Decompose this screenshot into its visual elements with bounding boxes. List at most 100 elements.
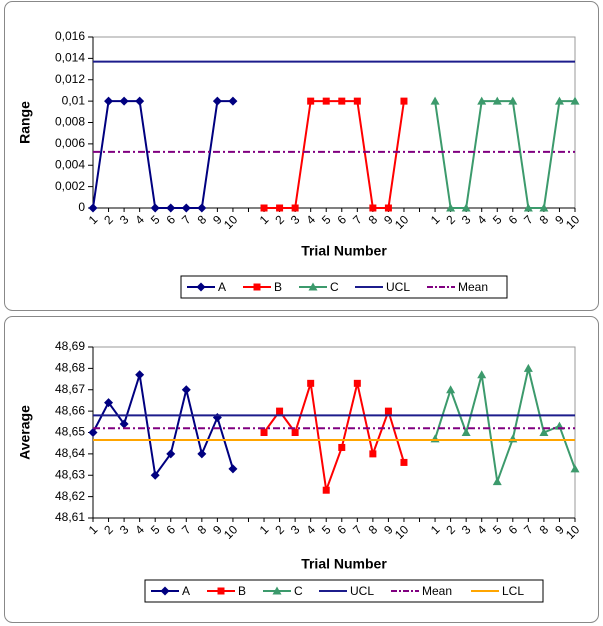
legend <box>180 275 508 299</box>
marker <box>119 96 129 106</box>
y-axis-title: Average <box>17 405 33 460</box>
marker <box>508 96 518 105</box>
legend-label: B <box>274 280 282 294</box>
marker <box>523 203 533 212</box>
marker <box>135 96 145 106</box>
marker <box>539 203 549 212</box>
marker <box>272 586 282 595</box>
marker <box>228 464 238 474</box>
marker <box>181 385 191 395</box>
legend-label: UCL <box>350 584 374 598</box>
marker <box>212 96 222 106</box>
marker <box>181 203 191 213</box>
y-tick-label: 48,65 <box>55 425 85 439</box>
legend-label: B <box>238 584 246 598</box>
marker <box>253 283 261 291</box>
marker <box>400 458 408 466</box>
marker <box>353 97 361 105</box>
legend-label: UCL <box>386 280 410 294</box>
marker <box>384 204 392 212</box>
legend-label: LCL <box>502 584 524 598</box>
series-line <box>434 100 575 209</box>
marker <box>446 203 456 212</box>
series-line <box>92 374 234 478</box>
y-axis-title: Range <box>17 101 33 144</box>
y-tick-label: 0,008 <box>55 115 85 129</box>
marker <box>276 204 284 212</box>
marker <box>570 96 580 105</box>
marker <box>353 379 361 387</box>
legend-label: Mean <box>458 280 488 294</box>
marker <box>197 203 207 213</box>
y-tick-label: 48,61 <box>55 510 85 524</box>
series-line <box>434 368 576 483</box>
marker <box>260 204 268 212</box>
y-tick-label: 48,63 <box>55 467 85 481</box>
marker <box>228 96 238 106</box>
y-tick-label: 48,68 <box>55 361 85 375</box>
marker <box>150 470 160 480</box>
marker <box>492 96 502 105</box>
y-tick-label: 0,006 <box>55 136 85 150</box>
y-tick-label: 0,002 <box>55 179 85 193</box>
marker <box>570 464 580 473</box>
marker <box>291 204 299 212</box>
y-tick-label: 48,67 <box>55 382 85 396</box>
series-line <box>92 100 233 209</box>
y-tick-label: 0,014 <box>55 51 85 65</box>
marker <box>322 486 330 494</box>
marker <box>88 428 98 437</box>
marker <box>338 443 346 451</box>
marker <box>166 449 176 459</box>
y-tick-label: 48,64 <box>55 446 85 460</box>
x-axis-title: Trial Number <box>301 556 387 572</box>
marker <box>104 398 114 408</box>
legend-label: A <box>182 584 190 598</box>
marker <box>88 203 98 213</box>
marker <box>523 363 533 372</box>
marker <box>446 385 456 394</box>
y-tick-label: 48,66 <box>55 403 85 417</box>
marker <box>322 97 330 105</box>
marker <box>260 429 268 436</box>
legend-label: C <box>330 280 339 294</box>
marker <box>430 96 440 105</box>
marker <box>217 587 225 595</box>
marker <box>307 97 315 105</box>
marker <box>539 428 549 436</box>
y-tick-label: 0 <box>78 200 85 214</box>
y-tick-label: 48,69 <box>55 339 85 353</box>
marker <box>135 370 145 380</box>
marker <box>307 379 315 387</box>
legend-label: C <box>294 584 303 598</box>
y-tick-label: 0,01 <box>62 93 86 107</box>
marker <box>554 96 564 105</box>
marker <box>160 586 170 596</box>
x-axis-title: Trial Number <box>301 243 387 259</box>
marker <box>461 203 471 212</box>
marker <box>369 450 377 458</box>
marker <box>104 96 114 106</box>
legend-label: A <box>218 280 226 294</box>
marker <box>150 203 160 213</box>
y-tick-label: 48,62 <box>55 489 85 503</box>
marker <box>196 282 206 292</box>
marker <box>197 449 207 459</box>
y-tick-label: 0,012 <box>55 72 85 86</box>
legend-label: Mean <box>422 584 452 598</box>
panel <box>4 316 599 623</box>
marker <box>308 282 318 291</box>
marker <box>400 97 408 105</box>
panel <box>4 1 599 311</box>
marker <box>338 97 346 105</box>
marker <box>291 429 299 436</box>
marker <box>119 419 129 429</box>
marker <box>384 407 392 415</box>
marker <box>492 477 502 486</box>
marker <box>369 204 377 212</box>
series-line <box>263 383 405 491</box>
series-line <box>264 100 405 209</box>
y-tick-label: 0,016 <box>55 29 85 43</box>
y-tick-label: 0,004 <box>55 157 85 171</box>
